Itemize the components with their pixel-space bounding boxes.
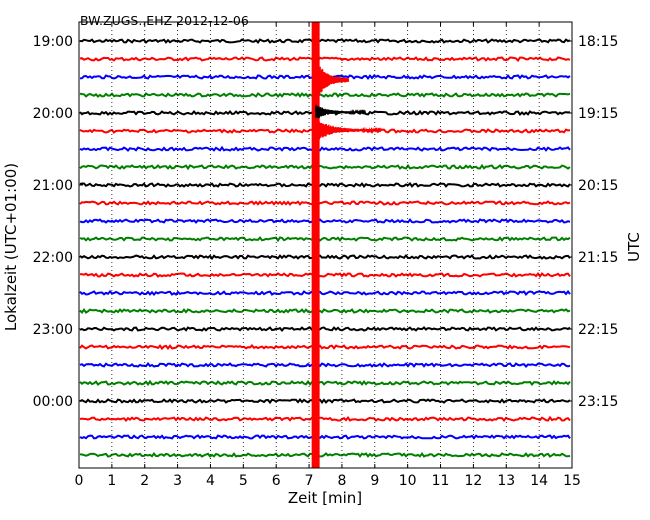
left-tick-label: 20:00 [33,106,73,122]
seismogram-trace [79,163,571,171]
x-tick-label: 4 [206,473,215,489]
seismogram-trace [79,145,571,152]
x-tick-label: 8 [337,473,346,489]
chart-title: BW.ZUGS..EHZ 2012-12-06 [80,13,249,28]
seismogram-trace [79,38,571,44]
seismogram-trace [79,326,571,333]
x-axis-ticks: 0 1 2 3 4 5 6 7 8 9 10 11 12 13 14 15 [75,22,581,489]
event-coda-wave [315,104,366,119]
right-tick-label: 20:15 [578,178,618,194]
seismogram-trace [79,362,571,368]
right-axis-ticks: 18:15 19:15 20:15 21:15 22:15 23:15 [568,34,618,410]
x-tick-label: 1 [107,473,116,489]
seismogram-trace [79,307,571,315]
x-tick-label: 2 [140,473,149,489]
y-axis-label-left: Lokalzeit (UTC+01:00) [2,163,20,331]
left-tick-label: 19:00 [33,34,73,50]
x-axis-label: Zeit [min] [288,489,362,507]
event-burst-band [311,22,320,468]
plot-frame [78,21,573,469]
x-tick-label: 14 [530,473,548,489]
right-tick-label: 23:15 [578,394,618,410]
seismogram-trace [79,379,571,387]
y-axis-label-right: UTC [625,232,643,262]
left-tick-label: 21:00 [33,178,73,194]
seismogram-trace [79,236,571,243]
right-tick-label: 19:15 [578,106,618,122]
left-tick-label: 23:00 [33,322,73,338]
event-main-wave [312,54,350,106]
x-tick-label: 15 [563,473,581,489]
seismogram-trace [79,182,571,188]
seismogram-trace [79,253,571,261]
x-tick-label: 11 [432,473,450,489]
x-tick-label: 10 [399,473,417,489]
seismogram-trace [79,452,571,458]
seismogram-trace [79,289,571,297]
seismogram-trace [79,271,571,278]
seismogram-trace [79,218,571,224]
seismogram-trace [79,56,571,63]
event-coda-wave [314,119,382,141]
right-tick-label: 22:15 [578,322,618,338]
x-tick-label: 13 [497,473,515,489]
left-tick-label: 22:00 [33,250,73,266]
left-axis-ticks: 19:00 20:00 21:00 22:00 23:00 00:00 [33,34,83,410]
earthquake-event [311,22,382,468]
left-tick-label: 00:00 [33,394,73,410]
trace-group [79,38,571,458]
seismogram-trace [79,434,571,440]
x-tick-label: 12 [464,473,482,489]
x-tick-label: 5 [239,473,248,489]
seismogram-trace [79,415,571,423]
right-tick-label: 18:15 [578,34,618,50]
x-tick-label: 6 [272,473,281,489]
x-tick-label: 0 [75,473,84,489]
right-tick-label: 21:15 [578,250,618,266]
seismogram-trace [79,200,571,206]
x-tick-label: 3 [173,473,182,489]
seismogram-trace [79,92,571,98]
seismogram-trace [79,398,571,405]
x-tick-label: 7 [305,473,314,489]
seismogram-trace [79,344,571,351]
x-tick-label: 9 [370,473,379,489]
